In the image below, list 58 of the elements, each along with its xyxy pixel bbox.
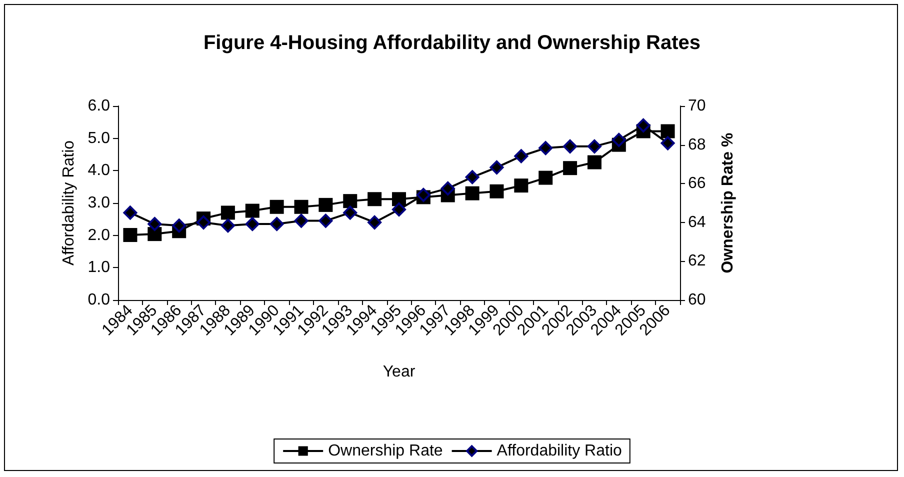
point bbox=[270, 200, 284, 214]
y-tick-label: 0.0 bbox=[88, 292, 110, 308]
y-tick-label: 4.0 bbox=[88, 162, 110, 180]
point bbox=[538, 141, 553, 156]
point bbox=[636, 118, 650, 132]
point bbox=[343, 194, 358, 208]
y2-tick-label: 64 bbox=[688, 214, 706, 231]
legend-label: Ownership Rate bbox=[328, 442, 443, 460]
point bbox=[514, 178, 528, 193]
point bbox=[490, 160, 504, 174]
point bbox=[490, 184, 504, 198]
point bbox=[123, 228, 138, 242]
chart-title: Figure 4-Housing Affordability and Ownership Rates bbox=[203, 32, 701, 54]
y2-tick-label: 60 bbox=[688, 292, 706, 308]
y-tick-label: 1.0 bbox=[88, 259, 110, 276]
point bbox=[587, 155, 602, 170]
point bbox=[392, 202, 406, 216]
point bbox=[343, 206, 358, 220]
point bbox=[318, 214, 333, 228]
point bbox=[392, 192, 406, 206]
point bbox=[368, 215, 382, 230]
legend-label: Affordability Ratio bbox=[496, 442, 622, 460]
point bbox=[220, 206, 235, 220]
point bbox=[660, 124, 675, 138]
point bbox=[294, 214, 308, 228]
y-tick-label: 2.0 bbox=[88, 226, 110, 244]
y2-tick-label: 66 bbox=[688, 175, 706, 192]
point bbox=[318, 198, 333, 212]
point bbox=[660, 136, 675, 150]
point bbox=[294, 200, 308, 214]
point bbox=[563, 161, 578, 176]
point bbox=[440, 181, 455, 196]
point bbox=[416, 188, 430, 202]
point bbox=[245, 204, 260, 218]
point bbox=[538, 170, 553, 185]
x-axis-title: Year bbox=[382, 364, 416, 380]
point bbox=[172, 218, 186, 233]
point bbox=[465, 170, 480, 184]
point bbox=[563, 139, 578, 154]
y-axis-title: Affordability Ratio bbox=[60, 140, 78, 266]
point bbox=[270, 217, 284, 232]
y-tick-label: 3.0 bbox=[88, 194, 110, 212]
y2-axis-title: Ownership Rate % bbox=[720, 132, 736, 274]
point bbox=[465, 186, 480, 200]
y2-tick-label: 62 bbox=[688, 252, 706, 270]
point bbox=[148, 217, 162, 232]
y2-tick-label: 70 bbox=[688, 98, 706, 114]
point bbox=[612, 132, 626, 147]
point bbox=[587, 139, 602, 154]
y-tick-label: 5.0 bbox=[88, 130, 110, 147]
y2-tick-label: 68 bbox=[688, 136, 706, 154]
point bbox=[368, 192, 382, 206]
point bbox=[514, 149, 528, 164]
y-tick-label: 6.0 bbox=[88, 98, 110, 114]
point bbox=[196, 215, 211, 230]
point bbox=[245, 217, 260, 232]
point bbox=[220, 218, 235, 233]
point bbox=[123, 206, 138, 220]
